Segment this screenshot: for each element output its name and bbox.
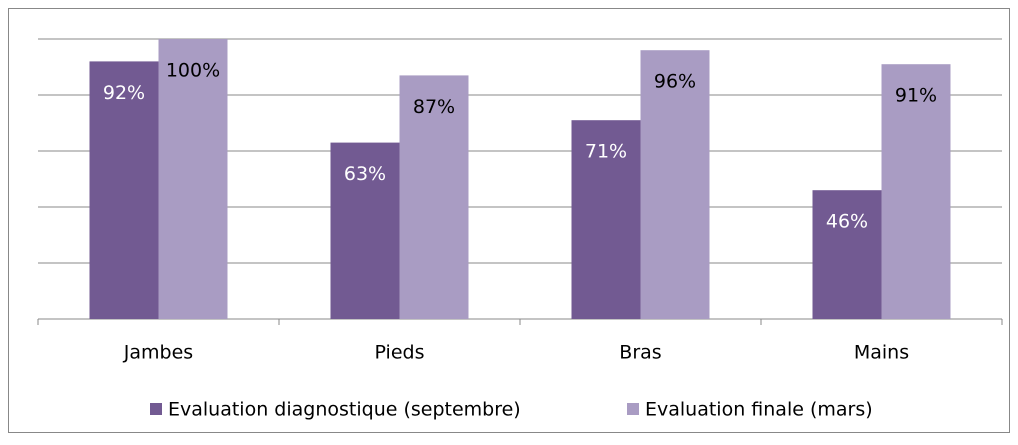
data-label: 100% [166,60,220,82]
bar [89,61,159,320]
data-label: 96% [654,71,696,93]
data-label: 63% [344,163,386,185]
legend-swatch [150,403,162,415]
bar [812,190,882,319]
data-label: 87% [413,96,455,118]
bar [571,120,641,319]
bar [881,64,951,319]
legend-label: Evaluation finale (mars) [645,399,873,421]
data-label: 71% [585,141,627,163]
bar [158,39,228,319]
legend-swatch [627,403,639,415]
x-tick-label: Mains [854,342,909,364]
data-label: 46% [826,211,868,233]
data-label: 92% [103,82,145,104]
x-tick-label: Bras [619,342,661,364]
data-label: 91% [895,85,937,107]
bar [399,75,469,320]
x-tick-label: Pieds [375,342,425,364]
legend-label: Evaluation diagnostique (septembre) [168,399,521,421]
bar [640,50,710,319]
x-tick-label: Jambes [123,342,193,364]
bar [330,142,400,319]
